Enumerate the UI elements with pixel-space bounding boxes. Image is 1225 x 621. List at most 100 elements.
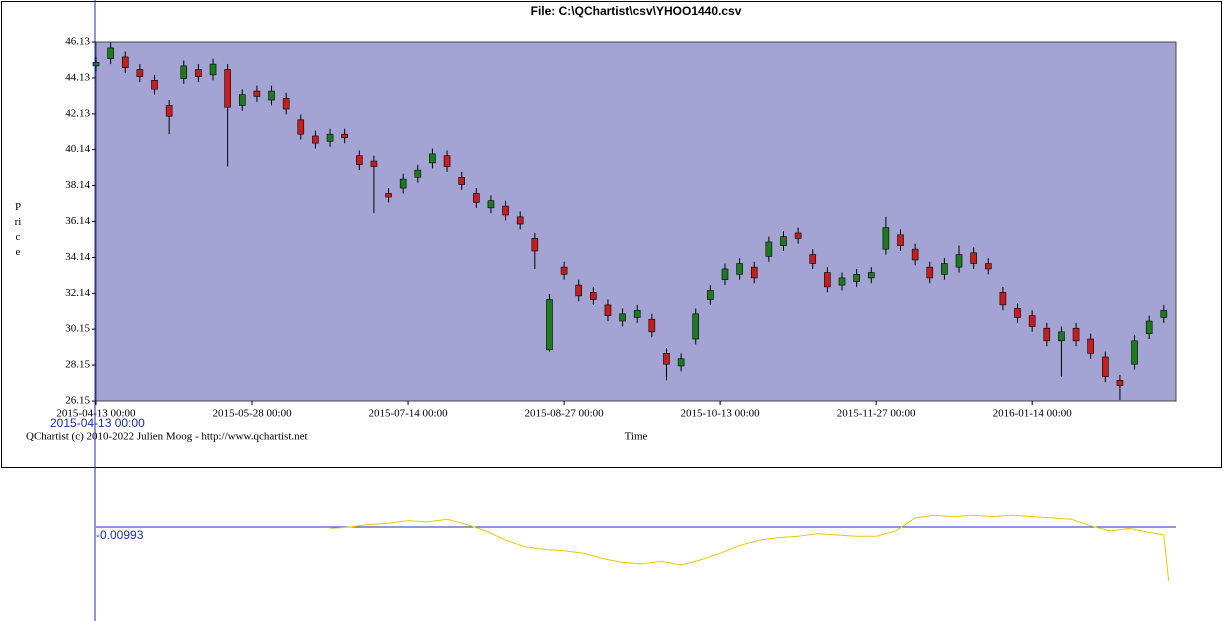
candle-body (809, 254, 817, 264)
candle-body (604, 304, 612, 316)
plot-area (95, 41, 1177, 402)
candle-body (794, 232, 802, 239)
candle-body (1102, 356, 1109, 378)
candle-body (531, 238, 539, 252)
candle-body (999, 291, 1007, 306)
candle-body (867, 272, 875, 279)
candle-body (882, 227, 890, 250)
candle-body (838, 277, 846, 286)
candle-body (911, 248, 919, 261)
candle-body (780, 236, 787, 246)
x-tick-label: 2015-11-27 00:00 (837, 408, 916, 420)
y-tick-label: 30.15 (65, 323, 90, 335)
candle-body (1087, 338, 1094, 354)
candle-body (692, 313, 700, 340)
y-tick-label: 38.14 (65, 179, 90, 191)
y-tick-label: 28.15 (65, 359, 90, 371)
candle-body (648, 318, 656, 333)
candle-body (707, 290, 714, 300)
candle-body (633, 309, 641, 318)
y-tick-label: 32.14 (65, 287, 90, 299)
candle-body (926, 266, 934, 279)
candle-body (224, 69, 231, 108)
chart-title: File: C:\QChartist\csv\YHOO1440.csv (531, 4, 742, 18)
candle-body (151, 79, 158, 90)
candle-body (209, 63, 217, 76)
candle-body (195, 69, 202, 77)
candle-body (297, 119, 305, 135)
candle-body (268, 90, 275, 101)
candle-body (736, 263, 743, 275)
candle-body (414, 169, 422, 178)
candle-body (92, 62, 100, 67)
reference-label: -0.00993 (96, 528, 144, 542)
oscillator-line (329, 514, 1170, 581)
x-tick-label: 2016-01-14 00:00 (993, 408, 1073, 420)
candle-body (1131, 340, 1138, 365)
y-tick-label: 46.13 (65, 36, 90, 48)
y-tick-label: 26.15 (65, 395, 90, 407)
x-tick-label: 2015-04-13 00:00 (56, 408, 136, 420)
x-tick-label: 2015-05-28 00:00 (212, 408, 292, 420)
candle-body (575, 284, 583, 297)
y-tick-label: 36.14 (65, 215, 90, 227)
candle-body (677, 358, 685, 367)
y-axis-label: Price (14, 201, 22, 258)
y-tick-label: 42.13 (65, 107, 90, 119)
candle-body (1043, 327, 1051, 342)
candle-body (429, 153, 436, 164)
candle-body (663, 353, 670, 365)
crosshair-label: 2015-04-13 00:00 (50, 416, 145, 430)
candle-body (824, 272, 831, 288)
candle-body (443, 155, 451, 167)
candle-body (165, 105, 173, 117)
candle-body (502, 205, 509, 216)
candle-body (180, 65, 188, 79)
candle-body (473, 193, 480, 203)
y-tick-label: 40.14 (65, 143, 90, 155)
candle-body (326, 133, 334, 142)
candle-body (619, 313, 626, 322)
candle-body (750, 266, 758, 279)
x-tick-label: 2015-10-13 00:00 (681, 408, 761, 420)
candle-body (1145, 320, 1153, 334)
candle-body (1072, 327, 1080, 342)
candle-body (1116, 380, 1124, 387)
candle-body (560, 266, 568, 275)
candle-body (516, 216, 524, 225)
credit: QChartist (c) 2010-2022 Julien Moog - ht… (26, 431, 308, 443)
x-tick-label: 2015-07-14 00:00 (368, 408, 448, 420)
y-tick-label: 34.14 (65, 251, 90, 263)
candle-body (370, 160, 378, 167)
y-tick-label: 44.13 (65, 71, 90, 83)
candle-body (107, 47, 114, 60)
candle-body (546, 299, 553, 351)
frame (1, 1, 1222, 468)
candle-body (853, 274, 860, 282)
candle-body (984, 263, 992, 270)
candle-body (970, 252, 977, 264)
candle-body (355, 155, 363, 166)
x-axis-label: Time (625, 431, 648, 443)
candle-body (136, 69, 144, 77)
candle-body (897, 234, 904, 246)
candle-body (941, 263, 948, 275)
candle-body (341, 133, 348, 139)
candle-body (399, 178, 407, 189)
candle-body (312, 135, 319, 144)
candle-body (955, 254, 963, 268)
candle-body (238, 94, 246, 106)
candle-body (282, 97, 290, 110)
candle-body (487, 200, 495, 209)
candle-body (721, 268, 729, 281)
candle-body (1160, 309, 1168, 318)
candle-body (1058, 331, 1065, 342)
x-tick-label: 2015-08-27 00:00 (525, 408, 605, 420)
candle-body (458, 176, 465, 185)
candle-body (253, 90, 261, 97)
candle-body (1014, 308, 1021, 318)
candle-body (590, 291, 597, 300)
candle-body (385, 193, 392, 198)
